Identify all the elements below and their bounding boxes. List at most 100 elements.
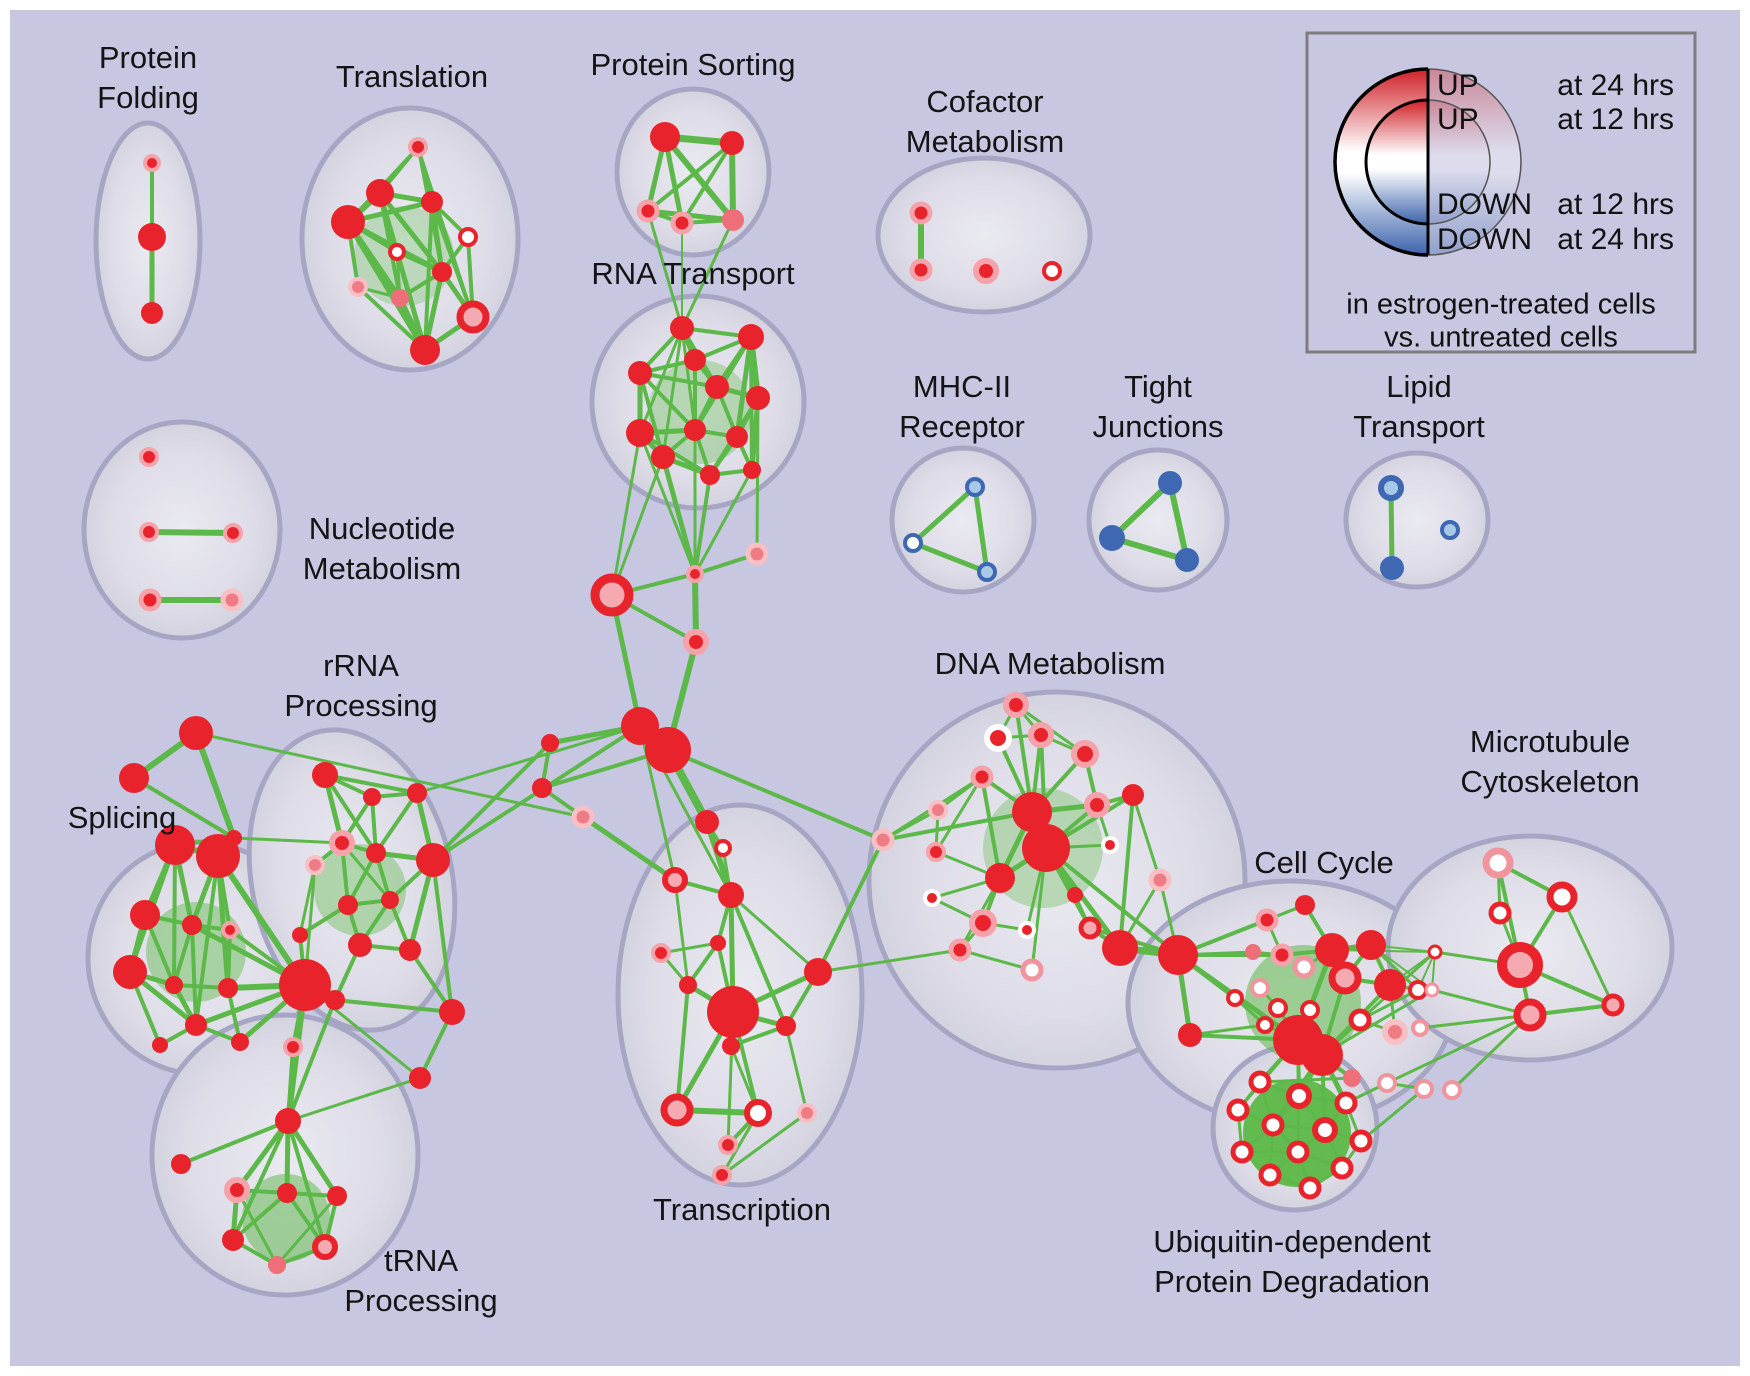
edge [1167, 480, 1190, 563]
edge [415, 724, 642, 795]
gene-node [923, 889, 941, 907]
edge [377, 190, 445, 275]
edge [1430, 988, 1532, 1017]
gene-node [1101, 836, 1119, 854]
cluster-label-line: Splicing [68, 800, 177, 835]
cluster-label-splicing: Splicing [68, 800, 177, 835]
gene-node [1071, 740, 1099, 768]
gene-node [1482, 847, 1514, 879]
gene-node [670, 211, 694, 235]
cluster-label-line: Cofactor [926, 84, 1043, 119]
gene-node [130, 900, 160, 930]
edge [1388, 485, 1395, 571]
gene-node [1012, 792, 1052, 832]
cluster-label-line: Ubiquitin-dependent [1153, 1224, 1431, 1259]
gene-node [1028, 722, 1054, 748]
cluster-label-nucleotide-metabolism: Nucleotide Metabolism [303, 511, 462, 586]
gene-node [743, 461, 761, 479]
cluster-label-line: Processing [284, 688, 437, 723]
gene-node [218, 978, 238, 998]
cluster-label-line: Cytoskeleton [1460, 764, 1639, 799]
cluster-label-line: Translation [336, 59, 488, 94]
gene-node [171, 1154, 191, 1174]
edge [693, 473, 712, 576]
gene-node [1022, 824, 1070, 872]
gene-node [1424, 982, 1440, 998]
edge [234, 1118, 291, 1193]
gene-node [700, 465, 720, 485]
gene-node [1442, 1080, 1462, 1100]
legend-caption-line: in estrogen-treated cells [1346, 289, 1656, 321]
edge [323, 773, 378, 855]
gene-node [1301, 1034, 1343, 1076]
cluster-label-microtubule-cytoskeleton: Microtubule Cytoskeleton [1460, 724, 1639, 799]
gene-node [1258, 1163, 1282, 1187]
cluster-label-ubiquitin-degradation: Ubiquitin-dependent Protein Degradation [1153, 1224, 1431, 1299]
cluster-label-line: RNA Transport [591, 256, 795, 291]
gene-node [797, 1103, 817, 1123]
gene-node [231, 1033, 249, 1051]
gene-node [138, 223, 166, 251]
edge [816, 948, 962, 974]
gene-node [1328, 961, 1362, 995]
edge [1320, 950, 1437, 1057]
gene-node [1513, 998, 1547, 1032]
gene-node [1356, 930, 1386, 960]
edge [146, 529, 236, 536]
gene-node [973, 258, 999, 284]
gene-node [1286, 1083, 1312, 1109]
edge [662, 134, 736, 223]
gene-node [1084, 792, 1110, 818]
edge [638, 326, 684, 435]
gene-node [1042, 261, 1062, 281]
legend-time-label: at 12 hrs [1557, 188, 1674, 221]
cluster-label-rrna-processing: rRNA Processing [284, 648, 437, 723]
legend-direction-label: UP [1437, 69, 1479, 102]
edge [1118, 793, 1135, 950]
gene-node [141, 302, 163, 324]
gene-node [1546, 881, 1578, 913]
gene-node [432, 262, 452, 282]
cluster-label-line: Protein Sorting [590, 47, 795, 82]
gene-node [645, 727, 691, 773]
gene-node [776, 1016, 796, 1036]
gene-node [738, 324, 764, 350]
gene-node [1245, 944, 1261, 960]
cluster-label-line: Receptor [899, 409, 1025, 444]
edge [1109, 480, 1173, 541]
gene-node [325, 990, 345, 1010]
edge [190, 923, 198, 1027]
gene-node [139, 447, 159, 467]
gene-node [139, 522, 159, 542]
gene-node [1268, 998, 1288, 1018]
gene-node [1330, 1156, 1354, 1180]
edge [934, 775, 984, 854]
edge [980, 775, 1002, 880]
cluster-label-line: Processing [344, 1283, 497, 1318]
edge [172, 923, 194, 987]
gene-node [155, 825, 195, 865]
gene-node [283, 1037, 303, 1057]
edge [720, 1111, 809, 1177]
gene-node [312, 762, 338, 788]
edge [431, 858, 454, 1014]
edge [609, 592, 643, 729]
gene-node [416, 843, 450, 877]
gene-node [1099, 525, 1125, 551]
cluster-label-line: Lipid [1386, 369, 1452, 404]
legend-time-label: at 12 hrs [1557, 103, 1674, 136]
gene-node [746, 386, 770, 410]
gene-node [366, 179, 394, 207]
gene-node [1226, 1098, 1250, 1122]
cluster-label-line: Protein Degradation [1154, 1264, 1430, 1299]
cluster-label-mhc-ii-receptor: MHC-II Receptor [899, 369, 1025, 444]
edge [910, 484, 978, 546]
edge [580, 814, 678, 883]
gene-node [621, 707, 659, 745]
cluster-label-line: tRNA [384, 1243, 458, 1278]
gene-node [1261, 1113, 1285, 1137]
cluster-label-line: Junctions [1093, 409, 1224, 444]
gene-node [348, 933, 372, 957]
cluster-trna-processing [149, 1012, 421, 1298]
gene-node [1122, 784, 1144, 806]
